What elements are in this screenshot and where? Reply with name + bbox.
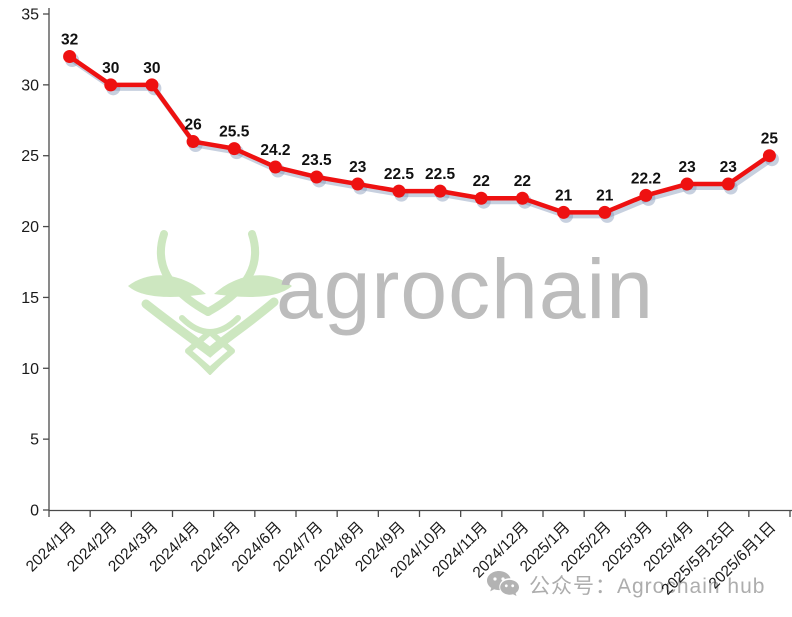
data-point-marker bbox=[392, 184, 406, 198]
y-axis-tick-label: 35 bbox=[21, 7, 39, 24]
y-axis-tick-label: 10 bbox=[21, 361, 39, 378]
data-point-label: 32 bbox=[61, 32, 78, 49]
data-point-marker bbox=[515, 191, 529, 205]
data-point-label: 25 bbox=[761, 131, 779, 148]
y-axis-tick-label: 20 bbox=[21, 219, 39, 236]
data-point-marker bbox=[351, 177, 365, 191]
y-axis-tick-label: 15 bbox=[21, 290, 39, 307]
data-point-marker bbox=[557, 205, 571, 219]
data-point-label: 23 bbox=[678, 159, 696, 176]
data-point-marker bbox=[721, 177, 735, 191]
data-point-marker bbox=[433, 184, 447, 198]
data-point-marker bbox=[227, 142, 241, 156]
data-point-marker bbox=[63, 50, 77, 64]
series-line bbox=[67, 54, 772, 215]
data-point-label: 23.5 bbox=[301, 152, 332, 169]
data-point-label: 23 bbox=[720, 159, 738, 176]
y-axis-tick-label: 5 bbox=[30, 432, 39, 449]
data-point-label: 30 bbox=[143, 60, 160, 77]
antelope-logo-icon bbox=[128, 230, 292, 375]
data-point-marker bbox=[104, 78, 118, 92]
data-point-marker bbox=[639, 188, 653, 202]
data-point-label: 23 bbox=[349, 159, 367, 176]
data-point-label: 22.2 bbox=[631, 170, 661, 187]
data-point-label: 22.5 bbox=[425, 166, 456, 183]
data-point-label: 25.5 bbox=[219, 124, 250, 141]
footer-watermark: 公众号：Agrochain hub bbox=[486, 569, 765, 601]
brand-text: agrochain bbox=[276, 242, 654, 336]
data-point-label: 30 bbox=[102, 60, 119, 77]
data-point-marker bbox=[474, 191, 488, 205]
data-point-marker bbox=[680, 177, 694, 191]
data-point-marker bbox=[310, 170, 324, 184]
y-axis-tick-label: 0 bbox=[30, 503, 39, 520]
footer-watermark-text: 公众号：Agrochain hub bbox=[529, 575, 766, 598]
data-point-label: 22.5 bbox=[384, 166, 415, 183]
data-point-label: 21 bbox=[596, 187, 614, 204]
y-axis-tick-label: 25 bbox=[21, 148, 39, 165]
data-point-marker bbox=[762, 149, 776, 163]
data-point-marker bbox=[268, 160, 282, 174]
data-point-marker bbox=[186, 135, 200, 149]
data-point-label: 22 bbox=[473, 173, 490, 190]
data-point-label: 21 bbox=[555, 187, 573, 204]
wechat-icon bbox=[487, 571, 519, 596]
data-point-label: 24.2 bbox=[260, 142, 290, 159]
data-point-label: 22 bbox=[514, 173, 531, 190]
data-point-marker bbox=[598, 205, 612, 219]
data-point-marker bbox=[145, 78, 159, 92]
data-point-label: 26 bbox=[184, 117, 202, 134]
y-axis-tick-label: 30 bbox=[21, 77, 39, 94]
